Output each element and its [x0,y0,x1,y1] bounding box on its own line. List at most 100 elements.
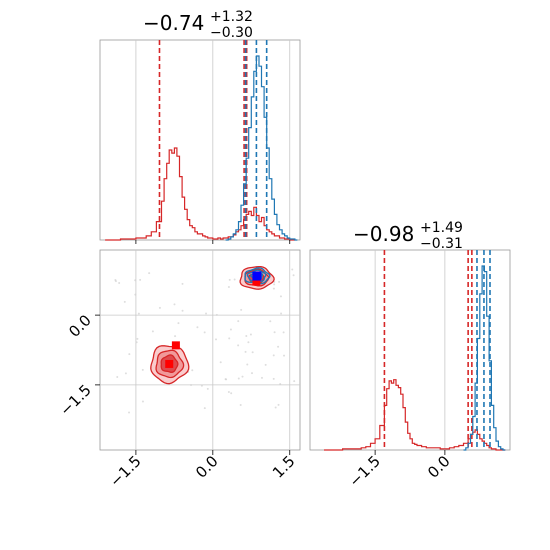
red-marker [165,359,174,368]
scatter-point [181,282,184,285]
scatter-point [148,272,151,275]
scatter-point [151,330,154,333]
scatter-point [227,390,230,393]
scatter-point [293,380,296,383]
scatter-point [229,328,232,331]
scatter-point [123,300,126,303]
scatter-point [128,353,131,356]
scatter-point [250,372,253,375]
marginal-y-frame [309,249,511,451]
scatter-point [139,278,142,281]
marginal-y-title-plus: +1.49 [420,220,463,236]
scatter-point [215,338,218,341]
marginal-y-x-tick-label: 0.0 [424,452,454,482]
scatter-point [203,331,206,334]
scatter-point [191,369,194,372]
scatter-point [272,354,275,357]
scatter-point [134,279,137,282]
scatter-point [279,295,282,298]
scatter-point [244,350,247,353]
scatter-point [251,351,254,354]
scatter-point [247,341,250,344]
scatter-point [280,312,283,315]
scatter-point [190,383,193,386]
marginal-x-title-median: −0.74 [143,11,204,35]
scatter-point [274,406,277,409]
scatter-point [124,372,127,375]
scatter-point [141,400,144,403]
scatter-point [246,363,249,366]
scatter-point [215,313,218,316]
marginal-x-histogram-blue [225,55,298,241]
scatter-point [225,378,228,381]
scatter-point [200,384,203,387]
marginal-y-title-median: −0.98 [353,222,414,246]
grid-layer [100,40,446,450]
scatter-point [241,375,244,378]
scatter-point [116,375,119,378]
scatter-point [141,368,144,371]
scatter-point [158,306,161,309]
joint-contours [114,265,296,414]
scatter-point [137,312,140,315]
scatter-point [279,383,282,386]
scatter-point [278,280,281,283]
scatter-point [237,344,240,347]
red-marker [252,277,261,286]
marginal-y-title: −0.98 +1.49 −0.31 [353,220,463,252]
scatter-point [233,278,236,281]
scatter-point [135,341,138,344]
blue-marker [252,271,262,281]
scatter-point [260,376,263,379]
scatter-point [177,322,180,325]
joint-x-tick-label: 0.0 [192,452,222,482]
scatter-point [249,333,252,336]
scatter-point [118,282,121,285]
scatter-point [277,403,280,406]
scatter-point [174,335,177,338]
joint-x-tick-label: −1.5 [106,452,144,490]
scatter-point [272,287,275,290]
marginal-x-title-plus: +1.32 [210,9,253,25]
scatter-point [264,363,267,366]
joint-y-tick-label: −1.5 [56,381,94,419]
marginal-x-title: −0.74 +1.32 −0.30 [143,9,253,41]
scatter-point [128,411,131,414]
joint-x-tick-label: 1.5 [269,452,299,482]
scatter-point [245,334,248,337]
scatter-point [237,320,240,323]
scatter-point [237,377,240,380]
scatter-point [173,303,176,306]
scatter-point [114,280,117,283]
scatter-point [219,361,222,364]
scatter-point [269,320,272,323]
blue-contour-level-1 [244,267,271,285]
marginal-x-title-minus: −0.30 [210,25,253,41]
joint-y-tick-label: 0.0 [65,311,95,341]
scatter-point [196,326,199,329]
marginal-y-histogram-red [324,379,506,451]
scatter-point [273,283,276,286]
scatter-point [291,268,294,271]
marginal-x-histogram-red [105,147,295,241]
scatter-point [230,392,233,395]
scatter-point [277,345,280,348]
scatter-point [134,293,137,296]
scatter-point [136,337,139,340]
scatter-point [227,286,230,289]
scatter-point [228,278,231,281]
scatter-point [239,404,242,407]
scatter-point [272,377,275,380]
marginal-y-title-minus: −0.31 [420,236,463,252]
marginal-y-x-tick-label: −1.5 [345,452,383,490]
scatter-point [283,354,286,357]
scatter-point [273,331,276,334]
scatter-point [282,331,285,334]
scatter-point [228,337,231,340]
scatter-point [292,274,295,277]
marginal-y-histograms [324,250,506,451]
scatter-point [205,312,208,315]
scatter-point [181,309,184,312]
joint-frame [99,249,301,451]
